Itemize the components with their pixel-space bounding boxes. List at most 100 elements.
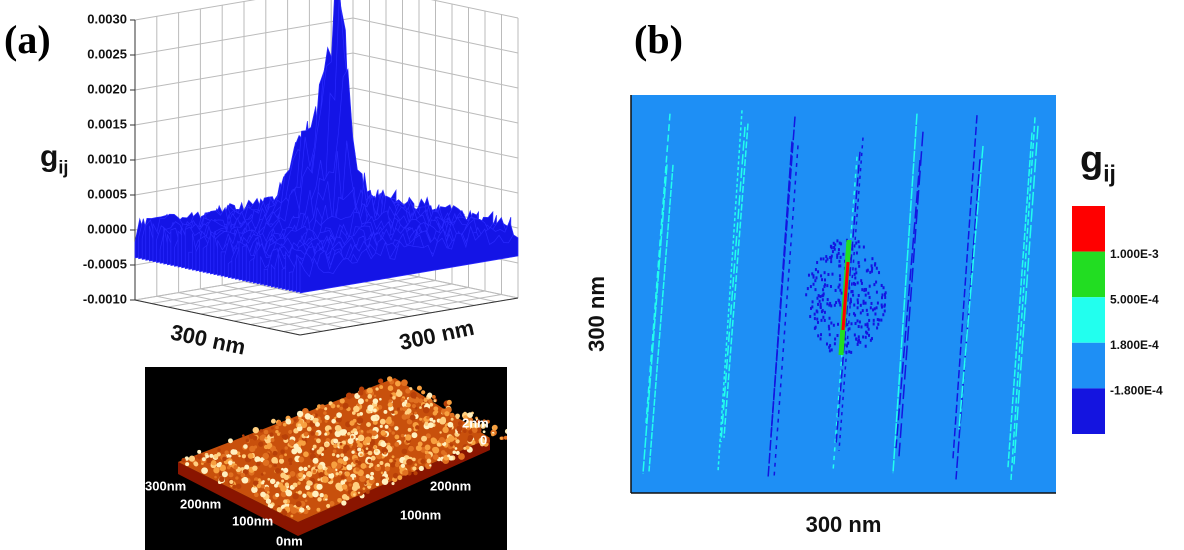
afm-grain xyxy=(389,394,393,398)
afm-grain xyxy=(273,463,278,468)
afm-grain xyxy=(383,409,388,414)
afm-grain xyxy=(241,454,246,459)
speck xyxy=(825,259,828,263)
streak xyxy=(958,145,984,430)
floor-grid-line xyxy=(233,283,453,322)
speck xyxy=(854,282,857,286)
afm-grain xyxy=(387,402,393,408)
speck xyxy=(856,281,859,285)
afm-grain xyxy=(281,467,284,471)
speck xyxy=(864,323,867,327)
speck xyxy=(840,242,843,246)
speck xyxy=(837,251,840,255)
colorbar-title: gij xyxy=(1080,139,1116,186)
afm-grain xyxy=(251,486,258,494)
grid-line xyxy=(134,52,354,91)
afm-grain xyxy=(485,438,491,444)
afm-grain xyxy=(343,456,349,462)
y-axis-label: 300 nm xyxy=(584,276,609,352)
speck xyxy=(859,311,862,315)
speck xyxy=(868,295,871,299)
speck xyxy=(860,279,863,283)
speck xyxy=(830,246,833,250)
afm-grain xyxy=(257,478,261,482)
speck xyxy=(866,324,869,328)
afm-grain xyxy=(342,440,346,444)
afm-grain xyxy=(316,483,323,490)
afm-grain xyxy=(411,403,417,409)
afm-grain xyxy=(356,426,361,430)
speck xyxy=(864,335,867,339)
afm-grain xyxy=(300,440,306,446)
afm-grain xyxy=(394,441,400,447)
afm-grain xyxy=(404,399,408,403)
speck xyxy=(839,288,842,292)
afm-grain xyxy=(432,446,438,453)
speck xyxy=(833,303,836,307)
y-axis-label: 300 nm xyxy=(397,315,476,355)
speck xyxy=(860,325,863,329)
speck xyxy=(820,274,823,278)
speck xyxy=(817,334,820,338)
speck xyxy=(855,241,858,245)
afm-grain xyxy=(217,448,221,452)
afm-grain xyxy=(298,472,304,478)
afm-grain xyxy=(249,445,256,453)
speck xyxy=(873,263,876,267)
speck xyxy=(853,303,856,307)
afm-grain xyxy=(315,466,318,470)
afm-grain xyxy=(206,457,213,464)
colorbar-segment xyxy=(1072,388,1105,434)
speck xyxy=(855,337,858,341)
afm-grain xyxy=(335,472,339,476)
colorbar-title-sub: ij xyxy=(1103,160,1116,186)
speck xyxy=(822,257,825,261)
afm-grain xyxy=(362,487,366,491)
afm-grain xyxy=(352,481,360,489)
speck xyxy=(837,285,840,289)
colorbar-label: -1.800E-4 xyxy=(1110,384,1163,398)
speck xyxy=(870,264,873,268)
afm-grain xyxy=(415,425,420,430)
afm-grain xyxy=(267,503,272,508)
speck xyxy=(853,333,856,337)
speck xyxy=(880,283,883,287)
afm-grain xyxy=(482,430,486,434)
afm-grain xyxy=(367,404,374,412)
speck xyxy=(855,271,858,275)
afm-grain xyxy=(424,453,432,460)
afm-grain xyxy=(424,450,429,455)
speck xyxy=(828,327,831,331)
speck xyxy=(838,274,841,278)
afm-grain xyxy=(232,461,236,464)
speck xyxy=(864,258,867,262)
speck xyxy=(820,333,823,337)
afm-grain xyxy=(240,472,246,478)
afm-grain xyxy=(428,398,433,404)
speck xyxy=(828,333,831,337)
afm-grain xyxy=(315,407,319,411)
afm-grain xyxy=(365,447,369,451)
floor-grid-line xyxy=(283,294,502,332)
afm-grain xyxy=(339,398,345,404)
afm-grain xyxy=(409,414,416,421)
afm-grain xyxy=(285,418,291,424)
speck xyxy=(873,283,876,287)
afm-grain xyxy=(380,441,387,448)
afm-grain xyxy=(296,425,303,432)
afm-grain xyxy=(282,508,286,512)
afm-grain xyxy=(226,465,231,470)
speck xyxy=(821,278,824,282)
afm-grain xyxy=(449,443,454,447)
afm-grain xyxy=(283,499,288,504)
afm-grain xyxy=(360,430,364,433)
grid-line xyxy=(430,0,519,19)
afm-grain xyxy=(396,389,401,393)
speck xyxy=(819,337,822,341)
speck xyxy=(852,281,855,285)
streak xyxy=(835,151,861,446)
afm-grain xyxy=(357,434,365,442)
afm-grain xyxy=(445,427,448,430)
afm-grain xyxy=(478,437,485,444)
